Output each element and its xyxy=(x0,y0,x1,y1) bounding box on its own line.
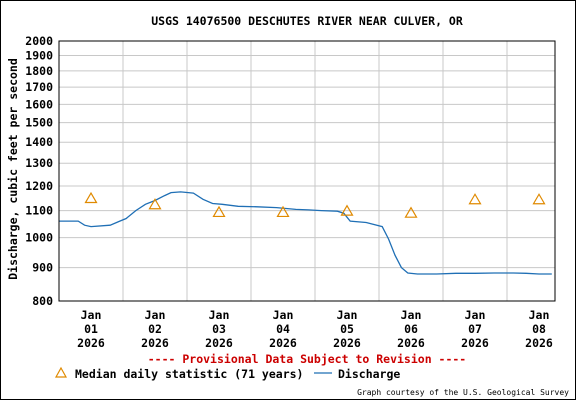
x-tick-label: 2026 xyxy=(205,336,233,350)
x-tick-label: 2026 xyxy=(77,336,105,350)
y-tick-label: 1800 xyxy=(25,64,53,78)
y-axis-label: Discharge, cubic feet per second xyxy=(6,58,20,280)
median-triangle-marker xyxy=(84,191,98,204)
x-tick-label: 2026 xyxy=(333,336,361,350)
x-tick-label: 05 xyxy=(340,322,354,336)
x-tick-label: Jan xyxy=(145,308,166,322)
x-tick-label: 2026 xyxy=(269,336,297,350)
y-tick-label: 1200 xyxy=(25,179,53,193)
x-tick-label: 04 xyxy=(276,322,290,336)
x-tick-label: Jan xyxy=(81,308,102,322)
median-triangle-marker xyxy=(276,205,290,218)
x-tick-label: 06 xyxy=(404,322,418,336)
x-tick-labels: Jan012026Jan022026Jan032026Jan042026Jan0… xyxy=(77,308,553,350)
x-tick-label: Jan xyxy=(465,308,486,322)
y-tick-label: 1000 xyxy=(25,231,53,245)
x-tick-label: 07 xyxy=(468,322,482,336)
y-tick-label: 1100 xyxy=(25,204,53,218)
y-tick-label: 800 xyxy=(32,294,53,308)
legend-discharge-label: Discharge xyxy=(338,367,400,381)
y-tick-label: 1500 xyxy=(25,116,53,130)
chart-title: USGS 14076500 DESCHUTES RIVER NEAR CULVE… xyxy=(151,14,463,28)
x-tick-label: Jan xyxy=(209,308,230,322)
x-tick-label: 2026 xyxy=(141,336,169,350)
x-tick-label: 2026 xyxy=(397,336,425,350)
x-tick-label: 02 xyxy=(148,322,162,336)
discharge-line xyxy=(59,191,552,275)
y-tick-label: 1700 xyxy=(25,80,53,94)
x-tick-label: 03 xyxy=(212,322,226,336)
median-triangle-marker xyxy=(340,204,354,216)
x-tick-label: 2026 xyxy=(525,336,553,350)
y-tick-labels: 800 900 1000 1100 1200 1300 1400 1500 1600 1700 18… xyxy=(25,34,53,308)
x-tick-label: Jan xyxy=(401,308,422,322)
x-tick-label: 2026 xyxy=(461,336,489,350)
credit-text: Graph courtesy of the U.S. Geological Su… xyxy=(357,388,569,397)
legend-median-label: Median daily statistic (71 years) xyxy=(75,367,303,381)
median-triangle-marker xyxy=(212,205,226,218)
discharge-series xyxy=(59,191,552,275)
x-tick-label: 08 xyxy=(532,322,546,336)
provisional-note: ---- Provisional Data Subject to Revisio… xyxy=(148,352,467,366)
legend: Median daily statistic (71 years) Discha… xyxy=(54,366,400,381)
y-tick-label: 900 xyxy=(32,261,53,275)
plot-border xyxy=(58,40,556,302)
median-triangle-marker xyxy=(532,193,546,205)
median-triangle-marker xyxy=(468,193,482,205)
y-tick-label: 1900 xyxy=(25,49,53,63)
y-tick-label: 1300 xyxy=(25,156,53,170)
y-tick-label: 2000 xyxy=(25,34,53,48)
y-tick-label: 1600 xyxy=(25,97,53,111)
x-tick-label: Jan xyxy=(337,308,358,322)
grid-lines xyxy=(59,40,555,302)
legend-triangle-icon xyxy=(54,366,68,378)
x-tick-label: 01 xyxy=(84,322,98,336)
median-triangle-marker xyxy=(148,198,162,210)
y-tick-label: 1400 xyxy=(25,135,53,149)
x-tick-label: Jan xyxy=(273,308,294,322)
x-tick-label: Jan xyxy=(529,308,550,322)
median-markers xyxy=(84,191,546,218)
median-triangle-marker xyxy=(404,206,418,218)
